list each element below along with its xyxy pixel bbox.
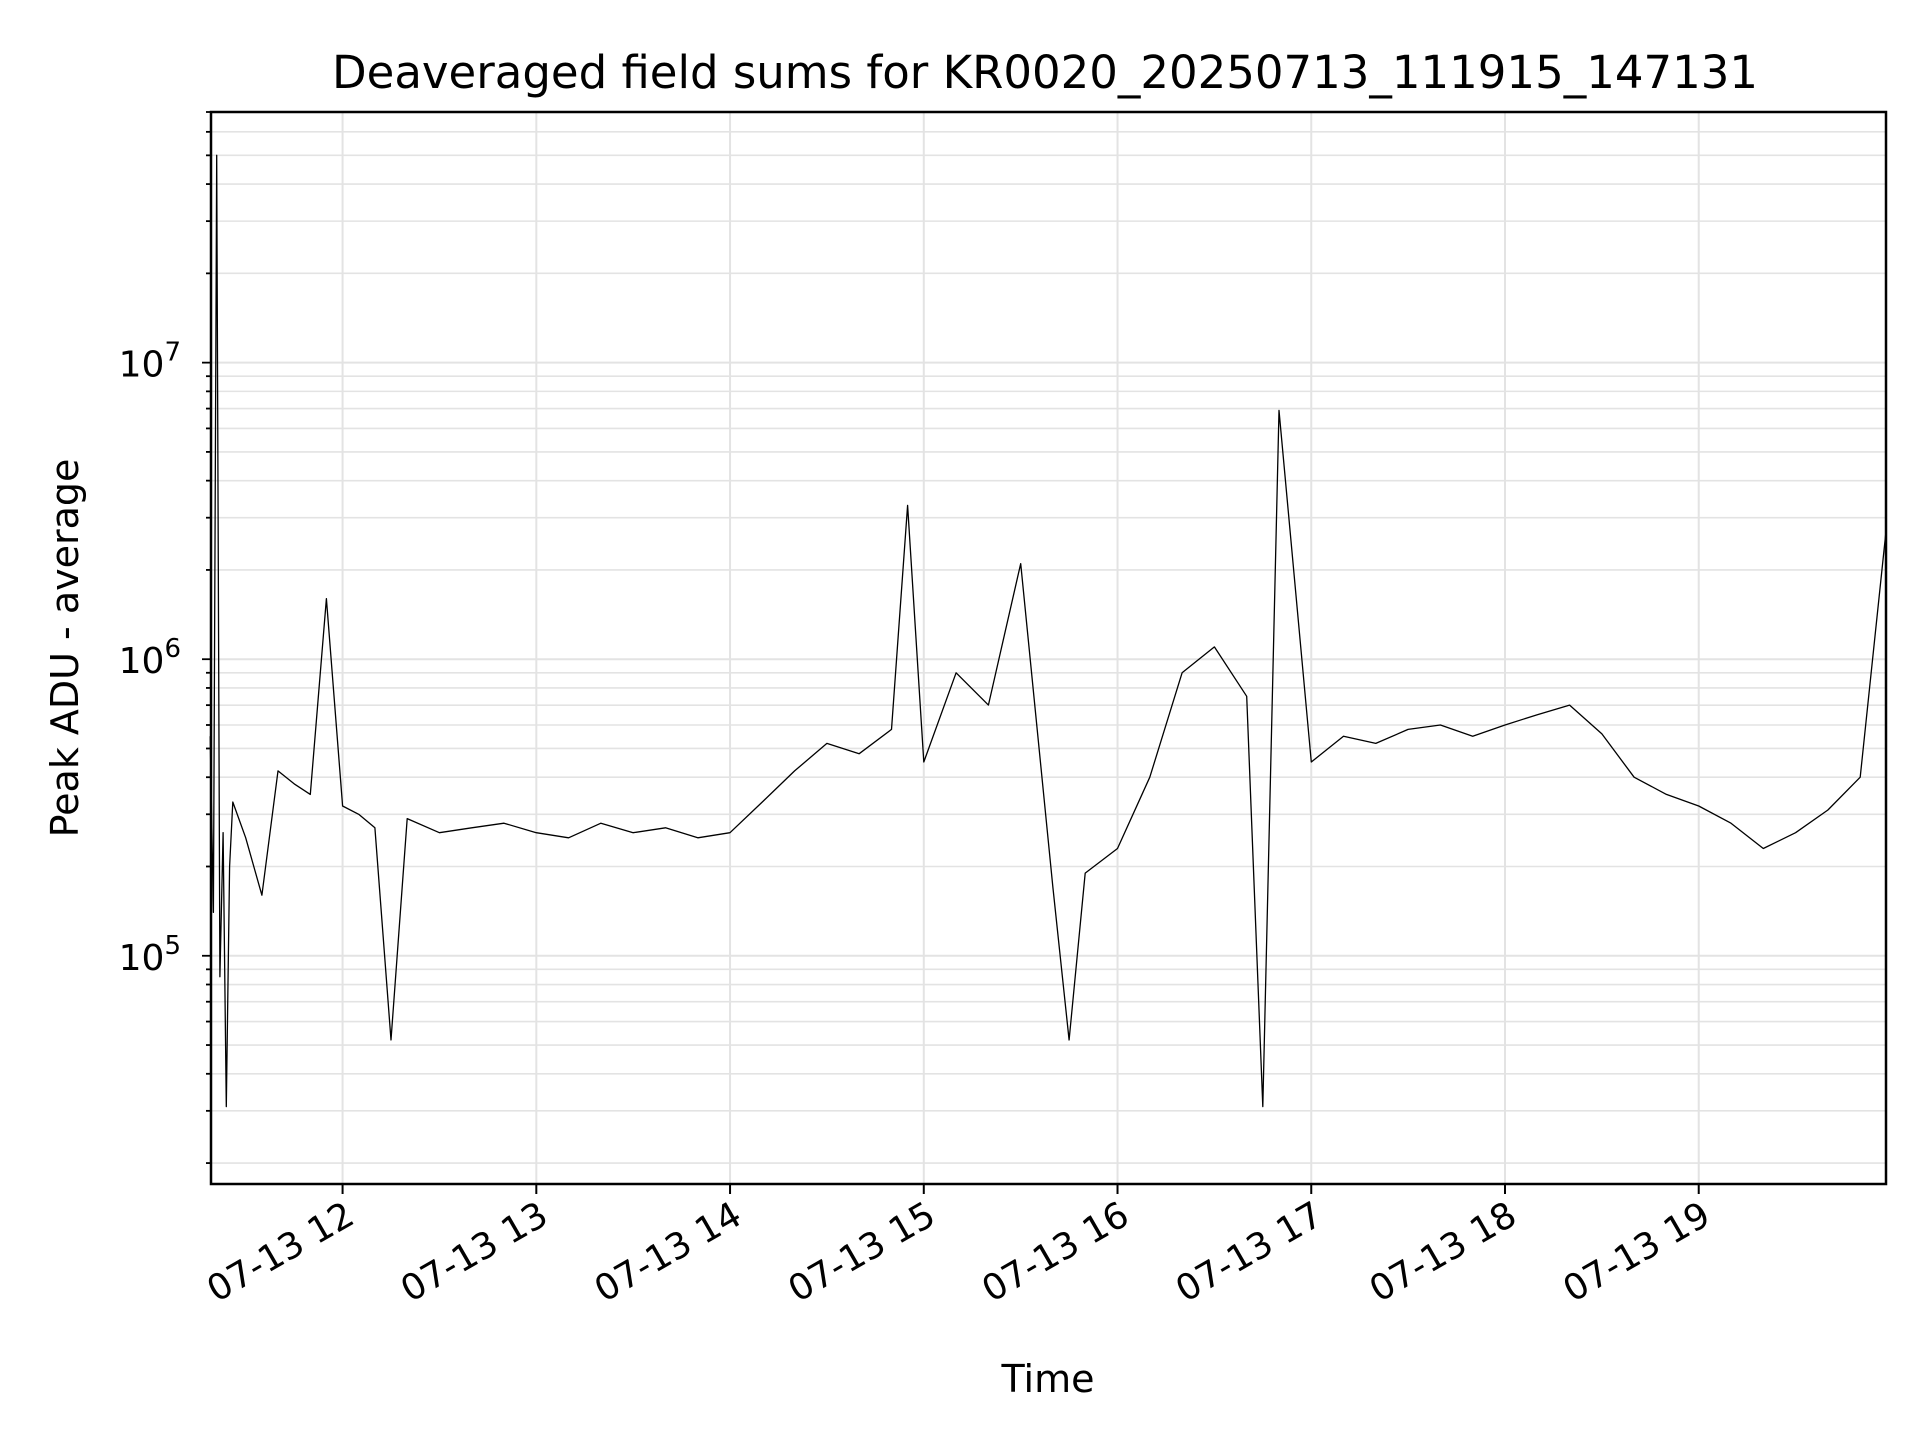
y-axis: 105 106 107 — [119, 111, 211, 1164]
y-tick-label: 107 — [119, 338, 181, 386]
x-tick-label: 07-13 15 — [782, 1194, 943, 1310]
x-tick-label: 07-13 18 — [1363, 1194, 1524, 1310]
x-tick-label: 07-13 13 — [394, 1194, 555, 1310]
grid — [211, 111, 1886, 1184]
y-tick-label: 106 — [119, 634, 181, 682]
x-tick-label: 07-13 17 — [1169, 1194, 1330, 1310]
x-axis: 07-13 12 07-13 13 07-13 14 07-13 15 07-13 16… — [200, 1184, 1717, 1311]
series-line — [209, 154, 1887, 1108]
y-axis-label: Peak ADU - average — [43, 459, 87, 838]
x-tick-label: 07-13 16 — [975, 1194, 1136, 1310]
x-tick-label: 07-13 12 — [200, 1194, 361, 1310]
x-tick-label: 07-13 14 — [588, 1194, 749, 1310]
plot-frame — [209, 110, 1888, 1186]
chart-title: Deaveraged field sums for KR0020_2025071… — [332, 46, 1758, 99]
x-tick-label: 07-13 19 — [1557, 1194, 1718, 1310]
y-tick-label: 105 — [119, 931, 181, 979]
series-group — [209, 154, 1887, 1108]
x-axis-label: Time — [1001, 1357, 1095, 1401]
